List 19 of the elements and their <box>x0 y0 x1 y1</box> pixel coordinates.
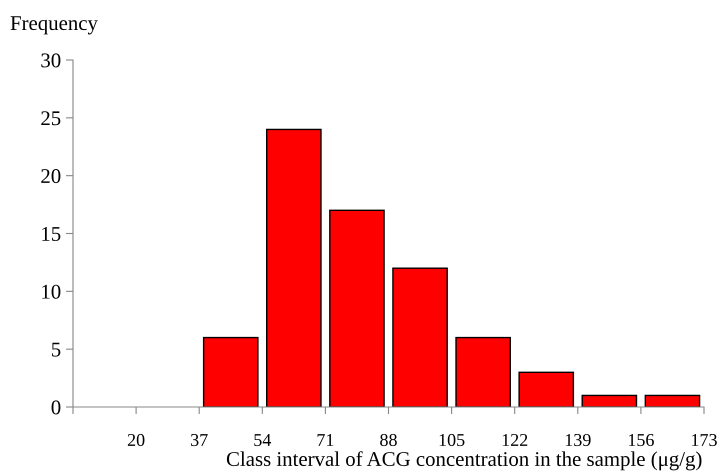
y-tick-label: 5 <box>52 342 60 357</box>
y-tick-label: 0 <box>52 400 60 414</box>
y-tick-label: 25 <box>41 111 60 126</box>
x-tick-label: 139 <box>566 434 591 446</box>
x-tick-label: 122 <box>502 434 528 446</box>
x-tick-label: 88 <box>380 434 397 446</box>
x-tick-label: 37 <box>191 434 208 446</box>
y-tick-label: 10 <box>42 284 60 299</box>
x-tick-label: 71 <box>318 434 334 446</box>
y-tick-label: 30 <box>41 53 60 68</box>
x-tick-label: 105 <box>440 434 464 446</box>
x-axis-title: Class interval of ACG concentration in the sample (μg/g) <box>226 451 702 470</box>
x-tick-label: 156 <box>628 434 654 446</box>
y-tick-label: 20 <box>41 169 60 184</box>
y-tick-label: 15 <box>42 226 60 241</box>
y-axis-title: Frequency <box>10 16 98 34</box>
x-tick-label: 20 <box>128 434 144 446</box>
x-tick-label: 173 <box>692 434 717 446</box>
x-tick-label: 54 <box>254 434 272 446</box>
